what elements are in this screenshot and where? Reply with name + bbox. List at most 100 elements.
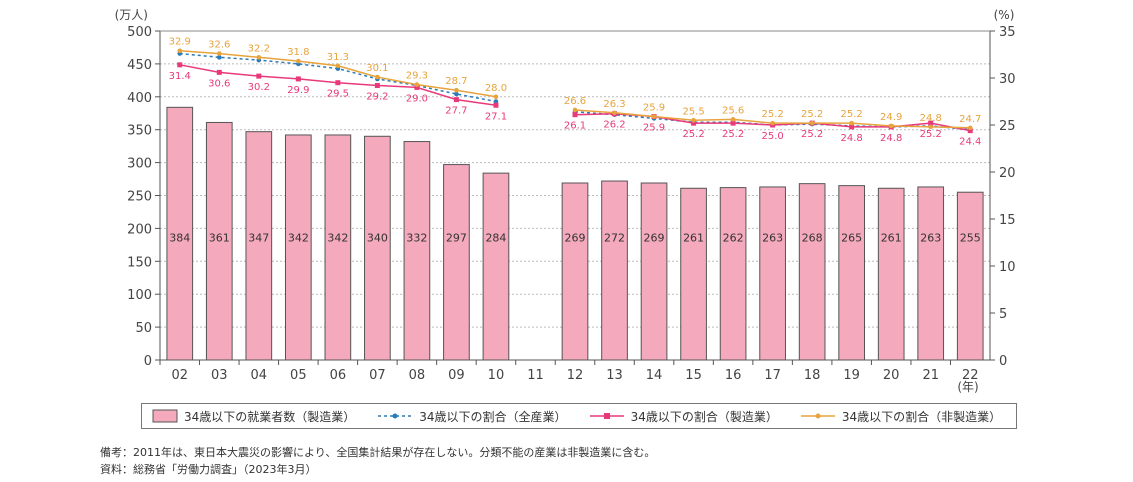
x-tick-label: 07: [369, 368, 386, 383]
y-left-tick-label: 400: [127, 91, 152, 106]
bar: [324, 134, 352, 361]
data-label-manufacturing: 29.5: [327, 89, 349, 100]
data-label-manufacturing: 30.6: [208, 78, 230, 89]
axes-layer: 0501001502002503003504004505000510152025…: [127, 25, 1015, 383]
data-label-manufacturing: 26.2: [603, 120, 625, 131]
series-point: [493, 99, 499, 104]
series-point: [375, 74, 380, 80]
y-left-tick-label: 0: [144, 354, 152, 369]
data-label-non-manufacturing: 25.5: [682, 106, 704, 117]
series-point: [572, 107, 578, 113]
series-point: [454, 87, 459, 93]
bar: [482, 172, 510, 361]
data-label-non-manufacturing: 28.0: [485, 83, 507, 94]
y-left-tick-label: 200: [127, 222, 152, 237]
y-right-tick-label: 20: [999, 166, 1016, 181]
series-point: [612, 110, 617, 116]
series-point: [414, 82, 420, 87]
y-right-tick-label: 25: [999, 119, 1016, 134]
legend: 34歳以下の就業者数（製造業） 34歳以下の割合（全産業） 34歳以下の割合（製…: [141, 403, 1017, 429]
data-label-manufacturing: 27.7: [445, 106, 467, 117]
notes: 備考：2011年は、東日本大震災の影響により、全国集計結果が存在しない。分類不能…: [100, 444, 655, 478]
series-point: [572, 112, 578, 118]
data-label-manufacturing: 31.4: [169, 71, 191, 82]
bar-value-label: 342: [327, 232, 348, 245]
bar: [719, 187, 747, 361]
data-label-non-manufacturing: 29.3: [406, 71, 428, 82]
series-point: [216, 55, 222, 60]
note-source: 資料：総務省「労働力調査」（2023年3月）: [100, 463, 317, 476]
y-left-tick-label: 500: [127, 25, 152, 40]
data-label-non-manufacturing: 24.8: [920, 113, 942, 124]
legend-swatch-bars: [152, 409, 178, 423]
bar-value-label: 269: [565, 232, 586, 245]
series-point: [493, 94, 499, 100]
data-label-manufacturing: 25.2: [722, 129, 744, 140]
data-label-manufacturing: 24.4: [959, 137, 981, 148]
x-unit: (年): [957, 380, 978, 394]
data-label-manufacturing: 27.1: [485, 111, 507, 122]
bar-value-label: 263: [920, 232, 941, 245]
data-label-manufacturing: 29.9: [287, 85, 309, 96]
x-tick-label: 08: [409, 368, 426, 383]
series-point: [691, 120, 697, 126]
legend-label-bars: 34歳以下の就業者数（製造業）: [184, 409, 356, 424]
x-tick-label: 21: [922, 368, 939, 383]
data-label-manufacturing: 25.2: [801, 129, 823, 140]
data-label-non-manufacturing: 25.2: [801, 109, 823, 120]
data-label-manufacturing: 25.2: [682, 129, 704, 140]
chart-svg: (万人) (%) (年) 384 361 347 342 342 340 332 297 284…: [115, 8, 1016, 394]
y-right-unit: (%): [994, 8, 1015, 22]
bar-value-label: 265: [841, 232, 862, 245]
series-point: [770, 120, 775, 126]
series-point: [849, 120, 854, 126]
legend-item-all-industries: 34歳以下の割合（全産業）: [377, 408, 567, 425]
bar-value-label: 261: [683, 232, 704, 245]
bars-layer: [166, 106, 984, 361]
data-label-non-manufacturing: 32.2: [248, 43, 270, 54]
y-right-tick-label: 10: [999, 260, 1016, 275]
x-tick-label: 17: [764, 368, 781, 383]
bar-value-label: 269: [644, 232, 665, 245]
series-point: [296, 58, 301, 64]
bar-value-label: 263: [762, 232, 783, 245]
bar: [877, 187, 905, 361]
series-point: [374, 83, 380, 89]
y-right-tick-label: 5: [999, 307, 1007, 322]
series-point: [928, 120, 934, 126]
data-label-manufacturing: 24.8: [841, 133, 863, 144]
legend-label-non-manufacturing: 34歳以下の割合（非製造業）: [841, 409, 1002, 424]
legend-label-manufacturing: 34歳以下の割合（製造業）: [630, 409, 778, 424]
x-tick-label: 13: [606, 368, 623, 383]
legend-item-non-manufacturing: 34歳以下の割合（非製造業）: [800, 408, 1001, 425]
data-label-non-manufacturing: 25.9: [643, 103, 665, 114]
data-label-non-manufacturing: 26.3: [603, 99, 625, 110]
bar: [443, 164, 470, 361]
legend-item-manufacturing: 34歳以下の割合（製造業）: [589, 408, 778, 425]
series-point: [691, 118, 696, 123]
series-point: [453, 97, 459, 103]
series-point: [651, 114, 657, 119]
y-right-tick-label: 15: [999, 213, 1016, 228]
data-label-non-manufacturing: 24.7: [959, 114, 981, 125]
series-point: [256, 73, 262, 79]
series-point: [967, 125, 973, 131]
bar: [640, 182, 668, 361]
bar-value-label: 297: [446, 232, 467, 245]
y-right-tick-label: 35: [999, 25, 1016, 40]
legend-swatch-all-industries: [378, 413, 413, 419]
y-left-tick-label: 450: [127, 58, 152, 73]
bar: [601, 180, 628, 361]
data-label-manufacturing: 30.2: [248, 82, 270, 93]
x-tick-label: 14: [646, 368, 663, 383]
series-point: [967, 128, 973, 134]
series-point: [216, 51, 222, 56]
bar: [245, 131, 273, 361]
series-point: [809, 120, 815, 126]
data-label-manufacturing: 29.2: [366, 92, 388, 103]
x-tick-label: 04: [251, 368, 268, 383]
x-tick-label: 22: [962, 368, 979, 383]
bar: [561, 182, 589, 361]
data-label-manufacturing: 25.9: [643, 123, 665, 134]
data-label-non-manufacturing: 32.6: [208, 40, 230, 51]
